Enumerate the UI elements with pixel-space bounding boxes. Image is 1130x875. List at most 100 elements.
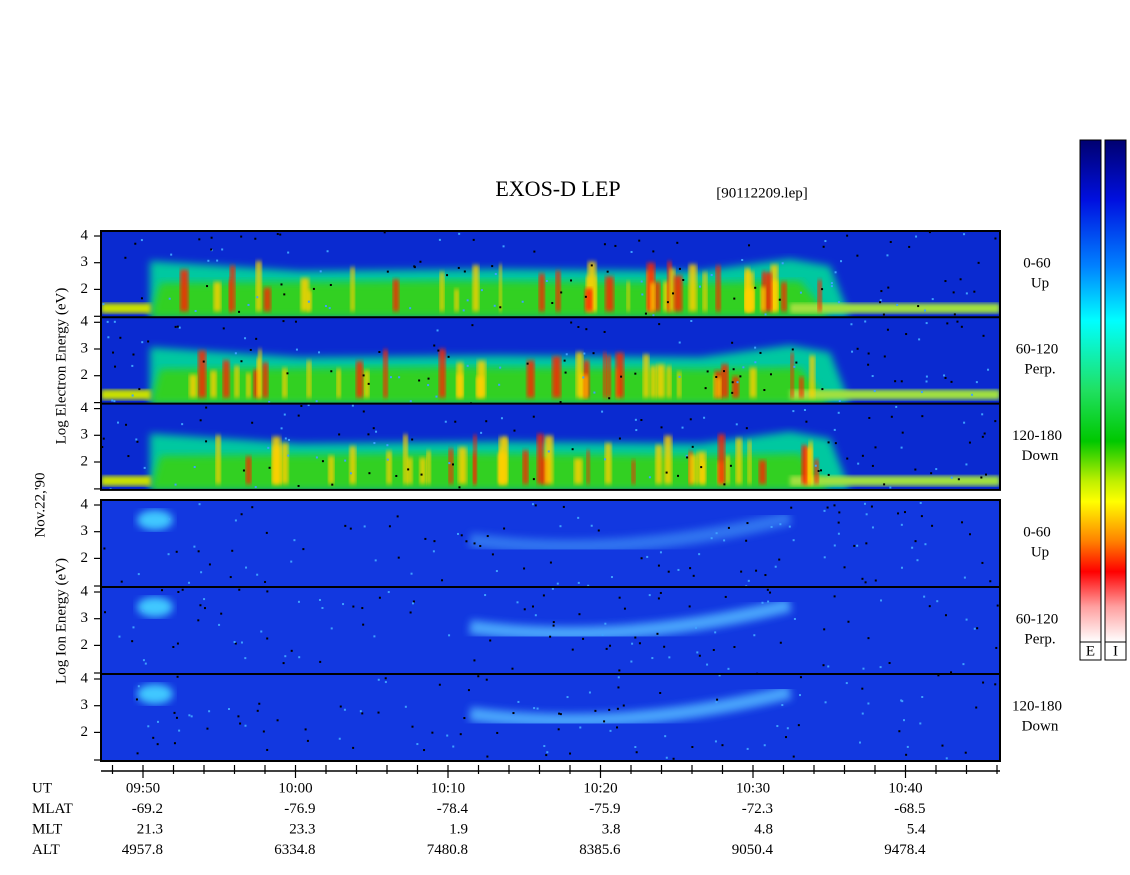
speck [516,601,519,604]
spot [689,454,697,484]
speck [797,724,800,727]
speck [961,521,964,524]
speck [489,639,492,642]
speck [803,409,806,412]
speck [886,254,889,257]
speck [617,676,620,679]
spot [526,360,535,398]
speck [925,375,928,378]
speck [833,544,836,547]
speck [634,418,637,421]
speck [494,273,497,276]
speck [458,486,461,489]
speck [120,580,123,583]
speck [244,657,247,660]
speck [665,471,668,474]
speck [838,399,841,402]
speck [837,301,840,304]
speck [930,472,933,475]
speck [409,400,412,403]
speck [925,380,928,383]
speck [566,696,569,699]
speck [638,239,641,242]
speck [562,505,565,508]
speck [906,745,909,748]
spot [213,282,222,312]
speck [198,238,201,241]
speck [496,731,499,734]
speck [436,329,439,332]
speck [433,344,436,347]
row-value: 09:50 [126,780,160,796]
speck [980,476,983,479]
speck [905,333,908,336]
speck [512,712,515,715]
speck [193,465,196,468]
speck [578,613,581,616]
speck [985,473,988,476]
speck [944,280,947,283]
speck [714,740,717,743]
speck [882,313,885,316]
y-tick-label: 2 [81,281,89,297]
speck [558,712,561,715]
speck [616,707,619,710]
speck [409,611,412,614]
speck [973,290,976,293]
speck [136,752,139,755]
speck [286,372,289,375]
speck [928,231,931,234]
speck [533,707,536,710]
speck [326,250,329,253]
speck [132,353,135,356]
pitch-label: 60-120 [1016,611,1059,627]
row-value: 21.3 [137,821,163,837]
speck [221,248,224,251]
speck [630,660,633,663]
speck [837,521,840,524]
speck [493,304,496,307]
speck [551,587,554,590]
speck [838,511,841,514]
speck [338,737,341,740]
spot [688,264,697,312]
speck [685,454,688,457]
speck [423,749,426,752]
spot [744,268,751,312]
speck [279,233,282,236]
speck [740,570,743,573]
speck [582,637,585,640]
speck [427,377,430,380]
speck [774,565,777,568]
speck [715,701,718,704]
y-tick-label: 2 [81,724,89,740]
speck [903,511,906,514]
speck [689,567,692,570]
title: EXOS-D LEP [495,176,620,201]
speck [389,376,392,379]
speck [135,698,138,701]
speck [902,719,905,722]
row-value: 10:40 [888,780,922,796]
y-tick-label: 4 [81,670,89,686]
speck [641,293,644,296]
speck [377,711,380,714]
speck [564,371,567,374]
speck [603,243,606,246]
speck [447,355,450,358]
row-value: 3.8 [602,821,621,837]
speck [557,728,560,731]
speck [451,463,454,466]
speck [498,383,501,386]
speck [532,478,535,481]
speck [994,237,997,240]
speck [486,535,489,538]
y-tick-label: 2 [81,367,89,383]
speck [779,641,782,644]
speck [297,414,300,417]
speck [767,600,770,603]
speck [570,279,573,282]
spot [663,281,670,312]
speck [964,751,967,754]
speck [465,540,468,543]
